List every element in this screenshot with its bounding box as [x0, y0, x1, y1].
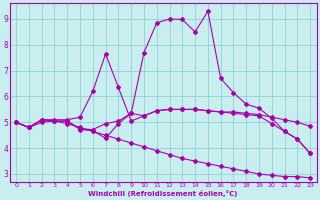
X-axis label: Windchill (Refroidissement éolien,°C): Windchill (Refroidissement éolien,°C): [88, 190, 238, 197]
